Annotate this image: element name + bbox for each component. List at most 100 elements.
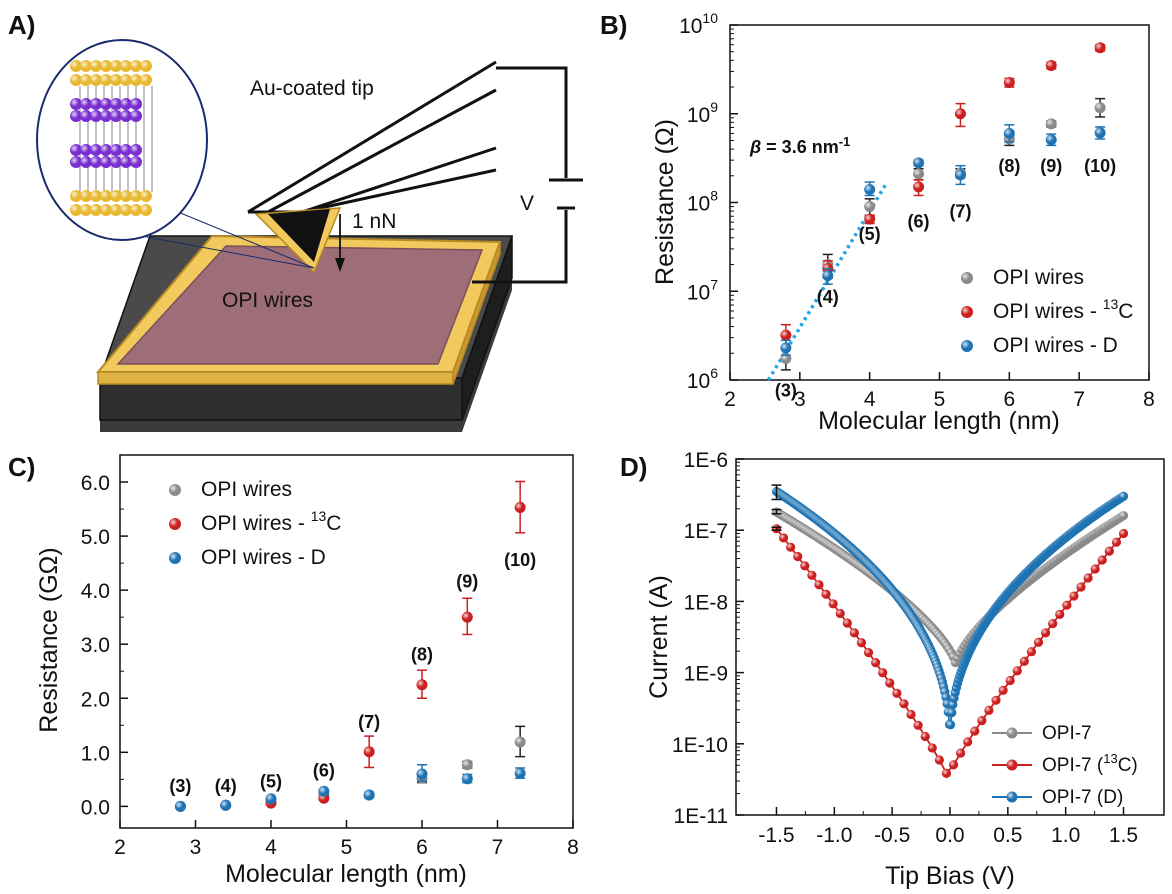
data-point <box>780 329 792 341</box>
data-point <box>1048 618 1058 629</box>
data-point <box>1055 609 1065 619</box>
data-point <box>363 746 375 758</box>
force-label: 1 nN <box>352 210 396 233</box>
plot-area: -1.5 -1.0 -0.5 0.0 0.5 1.0 1.5 1E-11 1E-10 1E-9 1E… <box>672 449 1138 847</box>
data-point <box>1019 656 1029 666</box>
legend-label: OPI-7 (13C) <box>1042 751 1138 776</box>
data-point <box>265 793 277 805</box>
y-tick-label: 0.0 <box>81 796 110 819</box>
molecule-inset <box>36 39 315 269</box>
plot-area: 2 3 4 5 6 7 8 0.0 1.0 2.0 3.0 4.0 5.0 6.0 (3) (4) (5) (6)… <box>81 472 579 859</box>
x-tick-label: 4 <box>265 836 277 859</box>
data-point <box>864 213 876 225</box>
x-tick-label: 2 <box>724 388 736 411</box>
y-tick-label: 1E-7 <box>684 520 728 543</box>
atom <box>120 74 132 86</box>
data-point <box>1033 637 1044 647</box>
data-point <box>1069 591 1079 601</box>
data-point <box>835 608 845 619</box>
atom <box>80 156 92 168</box>
x-tick-label: 0.5 <box>993 824 1022 847</box>
legend-label: OPI wires - D <box>201 546 326 569</box>
data-point <box>899 699 909 709</box>
x-tick-label: 4 <box>864 388 876 411</box>
y-tick-label: 4.0 <box>81 580 110 603</box>
data-point <box>913 157 925 169</box>
data-point <box>800 561 810 571</box>
x-tick-label: -1.0 <box>816 824 852 847</box>
plot-frame <box>729 24 1150 381</box>
atom <box>80 110 92 122</box>
atom <box>70 190 82 202</box>
point-label: (4) <box>215 776 237 796</box>
data-point <box>514 736 526 748</box>
data-point <box>1005 675 1015 686</box>
atom <box>80 60 92 72</box>
y-tick-label: 1E-8 <box>684 591 728 614</box>
x-axis-label: Molecular length (nm) <box>225 860 467 888</box>
data-point <box>963 737 973 747</box>
x-tick-label: 3 <box>794 388 806 411</box>
x-tick-label: 7 <box>492 836 504 859</box>
atom <box>70 110 82 122</box>
data-point <box>1045 118 1057 130</box>
data-point <box>780 342 792 354</box>
data-point <box>945 720 956 730</box>
data-point <box>1083 573 1093 583</box>
atom <box>70 60 82 72</box>
panel-d: D) -1.5 -1.0 -0.5 0.0 0.5 1.0 1.5 1E-11 1E-10 1E-… <box>620 449 1165 890</box>
y-tick-label: 1E-9 <box>684 663 728 686</box>
atom <box>110 98 122 110</box>
atom <box>110 60 122 72</box>
data-point <box>941 768 952 778</box>
data-point <box>416 768 428 780</box>
data-point <box>920 731 930 742</box>
data-point <box>1076 582 1086 592</box>
point-label: (3) <box>775 381 797 401</box>
atom <box>130 60 142 72</box>
tip-label: Au-coated tip <box>250 77 374 100</box>
data-point <box>927 743 937 753</box>
point-label: (9) <box>456 571 478 591</box>
legend-marker <box>1006 727 1018 739</box>
data-point <box>1041 628 1051 638</box>
atom <box>70 204 82 216</box>
data-point <box>822 270 834 282</box>
point-label: (4) <box>817 287 839 307</box>
y-tick-label: 1010 <box>679 10 718 38</box>
atom <box>90 110 102 122</box>
atom <box>140 204 152 216</box>
data-point <box>807 570 817 580</box>
data-point <box>1045 59 1057 71</box>
data-point <box>1003 76 1015 88</box>
data-point <box>864 201 876 213</box>
data-point <box>793 551 803 562</box>
atom <box>110 204 122 216</box>
sample-label: OPI wires <box>222 289 313 312</box>
y-tick-label: 109 <box>687 99 718 127</box>
y-tick-label: 1E-6 <box>684 449 728 472</box>
atom <box>80 98 92 110</box>
data-point <box>1090 564 1100 574</box>
data-point <box>970 726 980 736</box>
force-arrow <box>335 214 345 272</box>
voltage-label: V <box>520 192 534 215</box>
legend-label: OPI wires - 13C <box>993 296 1133 323</box>
atom <box>130 98 142 110</box>
data-point <box>871 658 881 668</box>
data-point <box>778 533 789 543</box>
atom <box>90 190 102 202</box>
panel-a: A) OPI wires Au-coated tip <box>8 10 583 432</box>
atom <box>100 110 112 122</box>
atom <box>100 60 112 72</box>
data-point <box>856 638 867 648</box>
point-label: (9) <box>1040 156 1062 176</box>
x-tick-label: 7 <box>1073 388 1085 411</box>
atom <box>100 144 112 156</box>
data-point <box>1012 666 1022 676</box>
atom <box>130 204 142 216</box>
y-axis-label: Resistance (GΩ) <box>35 547 63 732</box>
legend-label: OPI wires - D <box>993 334 1118 357</box>
atom <box>80 190 92 202</box>
data-point <box>786 542 796 552</box>
